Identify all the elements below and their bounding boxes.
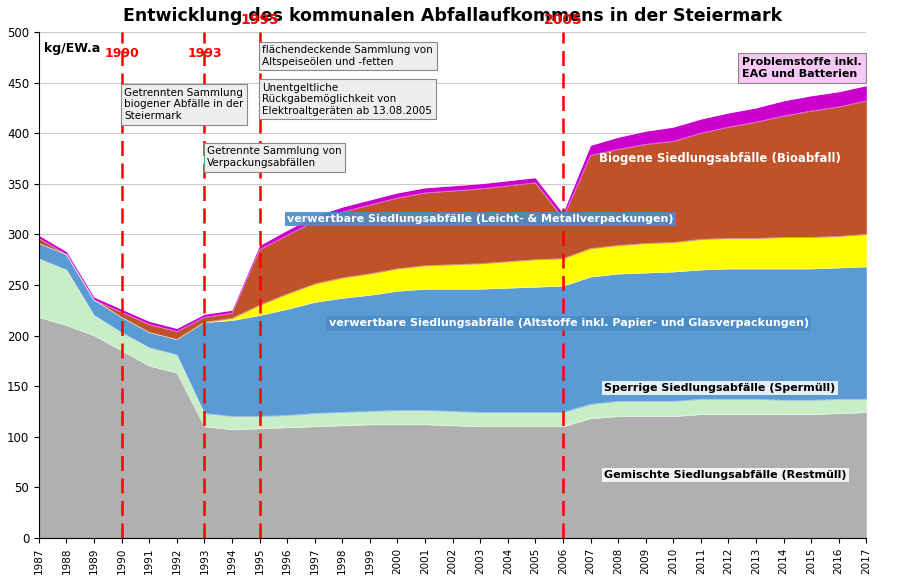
Text: 1995: 1995 <box>240 13 279 27</box>
Text: verwertbare Siedlungsabfälle (Altstoffe inkl. Papier- und Glasverpackungen): verwertbare Siedlungsabfälle (Altstoffe … <box>328 318 808 328</box>
Title: Entwicklung des kommunalen Abfallaufkommens in der Steiermark: Entwicklung des kommunalen Abfallaufkomm… <box>123 7 782 25</box>
Text: verwertbare Siedlungsabfälle (Leicht- & Metallverpackungen): verwertbare Siedlungsabfälle (Leicht- & … <box>287 214 673 224</box>
Text: 2005: 2005 <box>544 13 582 27</box>
Text: kg/EW.a: kg/EW.a <box>44 42 101 55</box>
Text: Getrennten Sammlung
biogener Abfälle in der
Steiermark: Getrennten Sammlung biogener Abfälle in … <box>124 88 244 121</box>
Text: flächendeckende Sammlung von
Altspeiseölen und -fetten: flächendeckende Sammlung von Altspeiseöl… <box>262 45 433 67</box>
Text: 1990: 1990 <box>104 48 139 60</box>
Text: Problemstoffe inkl.
EAG und Batterien: Problemstoffe inkl. EAG und Batterien <box>742 58 862 79</box>
Text: Gemischte Siedlungsabfälle (Restmüll): Gemischte Siedlungsabfälle (Restmüll) <box>604 470 847 480</box>
Text: Unentgeltliche
Rückgabemöglichkeit von
Elektroaltgeräten ab 13.08.2005: Unentgeltliche Rückgabemöglichkeit von E… <box>262 83 432 116</box>
Text: Sperrige Siedlungsabfälle (Spermüll): Sperrige Siedlungsabfälle (Spermüll) <box>604 383 835 393</box>
Text: Biogene Siedlungsabfälle (Bioabfall): Biogene Siedlungsabfälle (Bioabfall) <box>598 152 841 165</box>
Text: Getrennte Sammlung von
Verpackungsabfällen: Getrennte Sammlung von Verpackungsabfäll… <box>207 146 342 168</box>
Text: 1993: 1993 <box>187 48 221 60</box>
